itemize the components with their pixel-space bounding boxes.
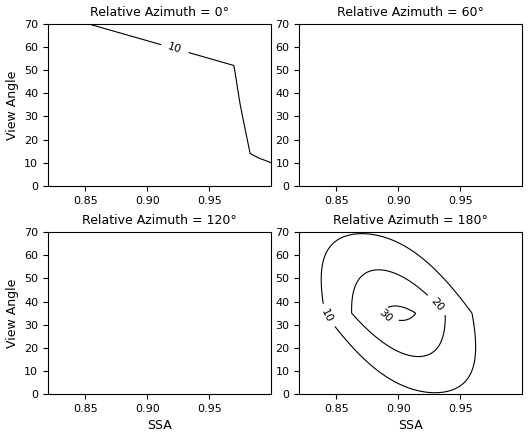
Y-axis label: View Angle: View Angle	[6, 70, 18, 140]
Text: 30: 30	[377, 307, 394, 324]
Y-axis label: View Angle: View Angle	[6, 279, 18, 348]
Text: 10: 10	[167, 42, 183, 56]
Title: Relative Azimuth = 120°: Relative Azimuth = 120°	[82, 214, 237, 227]
Title: Relative Azimuth = 0°: Relative Azimuth = 0°	[90, 6, 229, 18]
Title: Relative Azimuth = 180°: Relative Azimuth = 180°	[333, 214, 488, 227]
X-axis label: SSA: SSA	[147, 420, 172, 432]
X-axis label: SSA: SSA	[399, 420, 423, 432]
Title: Relative Azimuth = 60°: Relative Azimuth = 60°	[337, 6, 484, 18]
Text: 20: 20	[429, 296, 446, 314]
Text: 10: 10	[319, 307, 334, 325]
